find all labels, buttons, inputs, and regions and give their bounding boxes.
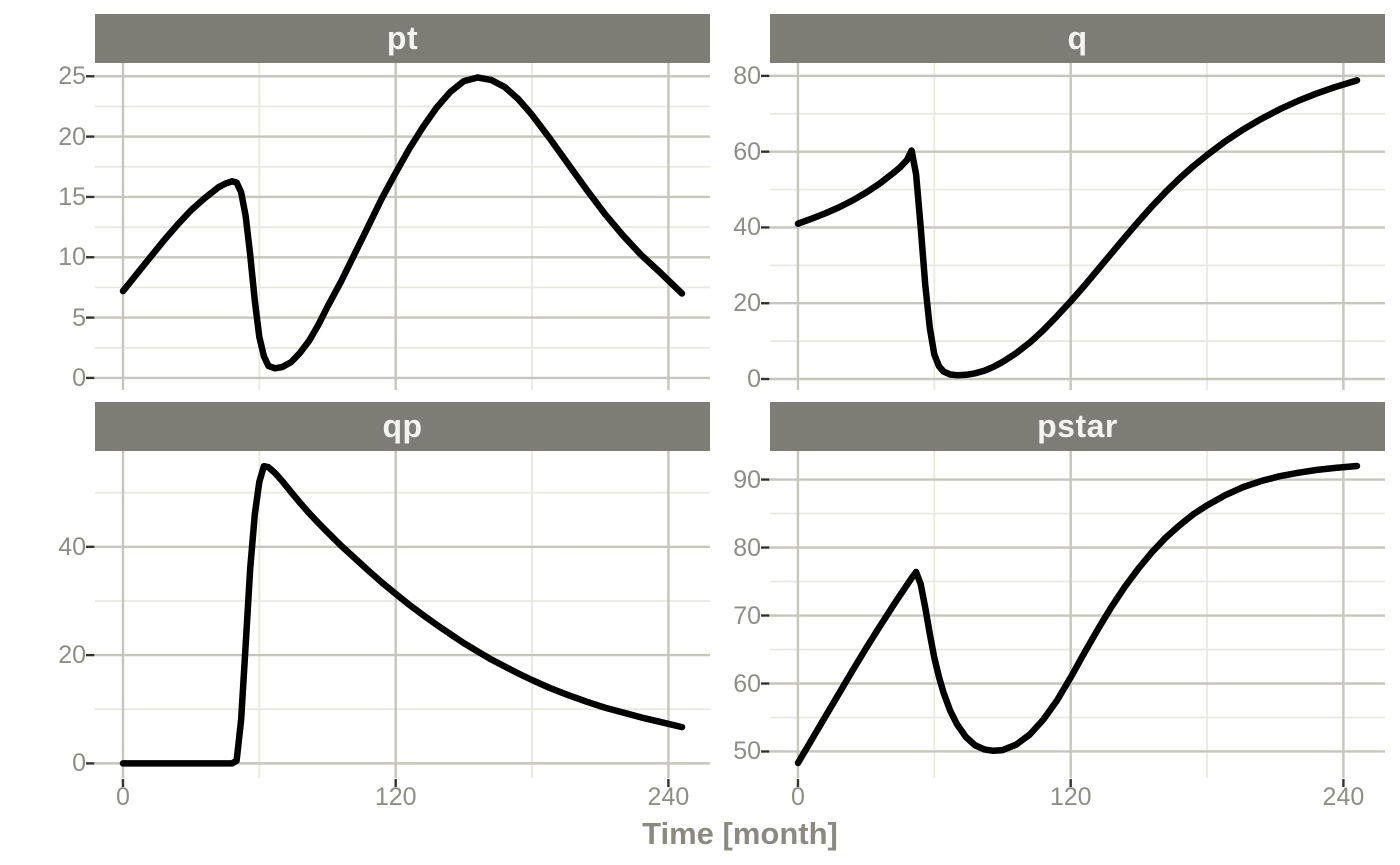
y-tick-label: 90: [733, 465, 761, 494]
facet-plot-pt: [86, 63, 710, 390]
facet-strip-pstar: pstar: [770, 402, 1385, 451]
y-tick-label: 60: [733, 137, 761, 166]
y-axis-labels-pt: 0 5 10 15 20 25: [28, 62, 86, 392]
facet-panel-q: [761, 63, 1385, 390]
y-tick-label: 40: [733, 213, 761, 242]
facet-strip-pt: pt: [95, 14, 710, 63]
y-tick-label: 0: [72, 363, 86, 392]
y-tick-label: 40: [58, 532, 86, 561]
x-axis-labels-right: 0 120 240: [770, 784, 1385, 816]
facet-strip-label-pt: pt: [386, 20, 419, 56]
x-axis-title: Time [month]: [642, 816, 838, 851]
y-tick-label: 60: [733, 669, 761, 698]
series-line-pt: [119, 74, 686, 372]
y-tick-label: 10: [58, 243, 86, 272]
y-tick-label: 50: [733, 737, 761, 766]
y-axis-labels-q: 0 20 40 60 80: [703, 61, 761, 393]
x-axis-labels-left: 0 120 240: [95, 784, 710, 816]
facet-plot-qp: [86, 451, 710, 787]
facet-strip-label-qp: qp: [382, 408, 423, 444]
series-line-qp: [119, 462, 686, 767]
facet-plot-pstar: [761, 451, 1385, 787]
x-tick-label: 0: [116, 783, 130, 811]
facet-strip-label-pstar: pstar: [1037, 408, 1118, 444]
y-tick-label: 20: [58, 122, 86, 151]
y-tick-label: 0: [72, 749, 86, 778]
facet-plot-q: [761, 63, 1385, 390]
y-tick-label: 0: [747, 365, 761, 393]
facet-strip-q: q: [770, 14, 1385, 63]
facet-strip-label-q: q: [1067, 20, 1088, 56]
y-tick-label: 70: [733, 601, 761, 630]
series-line-pstar: [794, 462, 1361, 767]
y-tick-label: 20: [733, 289, 761, 318]
y-tick-label: 15: [58, 182, 86, 211]
facet-panel-pt: [86, 63, 710, 390]
y-tick-label: 80: [733, 61, 761, 90]
facet-panel-pstar: [761, 451, 1385, 787]
x-tick-label: 120: [374, 783, 417, 811]
x-tick-label: 240: [647, 783, 690, 811]
y-tick-label: 20: [58, 641, 86, 670]
y-tick-label: 25: [58, 62, 86, 91]
y-tick-label: 5: [72, 303, 86, 332]
y-tick-label: 80: [733, 533, 761, 562]
y-axis-labels-qp: 0 20 40: [28, 451, 86, 778]
x-tick-label: 240: [1322, 783, 1365, 811]
x-tick-label: 120: [1049, 783, 1092, 811]
series-line-q: [794, 77, 1361, 379]
facet-panel-qp: [86, 451, 710, 787]
x-tick-label: 0: [791, 783, 805, 811]
facet-strip-qp: qp: [95, 402, 710, 451]
y-axis-labels-pstar: 50 60 70 80 90: [703, 451, 761, 778]
